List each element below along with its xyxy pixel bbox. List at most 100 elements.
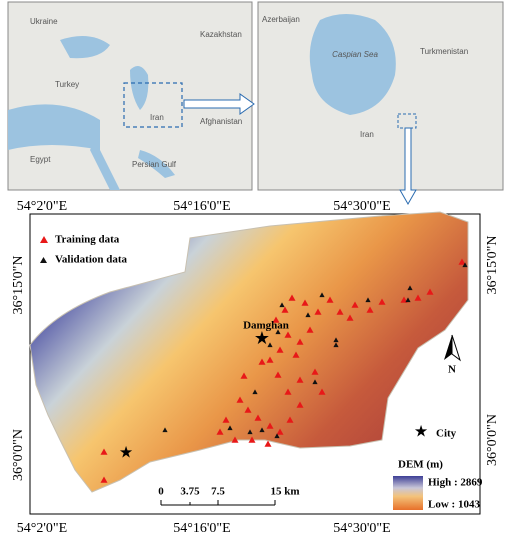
validation-point	[279, 302, 285, 308]
legend-label: Training data	[55, 234, 120, 246]
country-label: Egypt	[30, 155, 51, 164]
scale-label: 7.5	[211, 486, 225, 498]
city-marker: ★	[254, 328, 270, 348]
coord-label: 36°0'0"N	[485, 414, 500, 466]
coord-label: 36°15'0"N	[485, 236, 500, 295]
coord-label: 36°0'0"N	[11, 429, 26, 481]
legend-symbol	[40, 257, 47, 263]
coord-label: 36°15'0"N	[11, 256, 26, 315]
validation-point	[333, 342, 339, 348]
coord-label: 54°30'0"E	[333, 199, 390, 214]
training-point	[244, 406, 252, 413]
training-point	[254, 414, 262, 421]
training-point	[314, 308, 322, 315]
north-arrow	[451, 334, 461, 362]
training-point	[311, 368, 319, 375]
scale-label: 15 km	[270, 486, 299, 498]
training-point	[240, 372, 248, 379]
validation-point	[247, 429, 253, 435]
coord-label: 54°16'0"E	[173, 521, 230, 536]
coord-label: 54°16'0"E	[173, 199, 230, 214]
training-point	[351, 301, 359, 308]
training-point	[306, 326, 314, 333]
arrow	[183, 93, 255, 115]
validation-point	[405, 297, 411, 303]
training-point	[336, 308, 344, 315]
training-point	[216, 428, 224, 435]
inset-map-region: Ukraine Kazakhstan Turkey Iran Afghanist…	[7, 1, 253, 191]
training-point	[266, 422, 274, 429]
scale-bar	[160, 500, 276, 506]
training-point	[296, 401, 304, 408]
training-point	[284, 388, 292, 395]
caspian	[130, 66, 149, 110]
validation-point	[407, 285, 413, 291]
country-label: Iran	[150, 113, 164, 122]
arrow	[399, 127, 417, 206]
water-label: Persian Gulf	[132, 160, 177, 169]
validation-point	[227, 425, 233, 431]
legend-label: Low : 1043	[428, 499, 480, 511]
validation-point	[305, 312, 311, 318]
training-point	[258, 358, 266, 365]
black-sea	[60, 36, 110, 59]
mediterranean	[8, 104, 100, 150]
legend-label: High : 2869	[428, 477, 483, 489]
validation-point	[259, 427, 265, 433]
legend-symbol	[40, 236, 48, 243]
coord-label: 54°2'0"E	[17, 521, 67, 536]
north-label: N	[448, 364, 456, 376]
country-label: Iran	[360, 130, 374, 139]
legend-label: Validation data	[55, 254, 128, 266]
training-point	[266, 356, 274, 363]
training-point	[378, 298, 386, 305]
training-point	[236, 396, 244, 403]
training-point	[296, 338, 304, 345]
training-point	[301, 299, 309, 306]
training-point	[276, 346, 284, 353]
study-area-dem	[29, 211, 469, 493]
training-point	[346, 314, 354, 321]
validation-point	[162, 427, 168, 433]
country-label: Afghanistan	[200, 117, 242, 126]
validation-point	[267, 342, 273, 348]
training-point	[264, 440, 272, 447]
legend-ramp	[393, 476, 423, 510]
north-arrow	[444, 335, 452, 360]
training-point	[458, 258, 466, 265]
sample-points	[100, 258, 468, 483]
validation-point	[274, 433, 280, 439]
legend-label: City	[436, 428, 457, 440]
inset-extent	[123, 82, 183, 128]
training-point	[426, 288, 434, 295]
training-point	[222, 416, 230, 423]
city-label: Damghan	[243, 320, 289, 332]
training-point	[414, 294, 422, 301]
training-point	[276, 428, 284, 435]
training-point	[100, 476, 108, 483]
country-label: Turkmenistan	[420, 47, 468, 56]
validation-point	[319, 292, 325, 298]
validation-point	[462, 262, 468, 268]
red-sea	[90, 140, 120, 190]
training-point	[284, 331, 292, 338]
water-label: Caspian Sea	[332, 50, 378, 59]
training-point	[281, 306, 289, 313]
caspian	[309, 14, 396, 115]
training-point	[296, 376, 304, 383]
training-point	[100, 448, 108, 455]
training-point	[400, 296, 408, 303]
inset-frame	[7, 1, 253, 191]
training-point	[318, 388, 326, 395]
training-point	[326, 296, 334, 303]
training-point	[248, 436, 256, 443]
city-marker: ★	[119, 445, 133, 462]
scale-label: 3.75	[180, 486, 200, 498]
training-point	[231, 436, 239, 443]
coord-label: 54°2'0"E	[17, 199, 67, 214]
legend-symbol: ★	[414, 424, 428, 441]
inset-map-region: Azerbaijan Caspian Sea Turkmenistan Iran	[257, 1, 504, 191]
validation-point	[333, 337, 339, 343]
